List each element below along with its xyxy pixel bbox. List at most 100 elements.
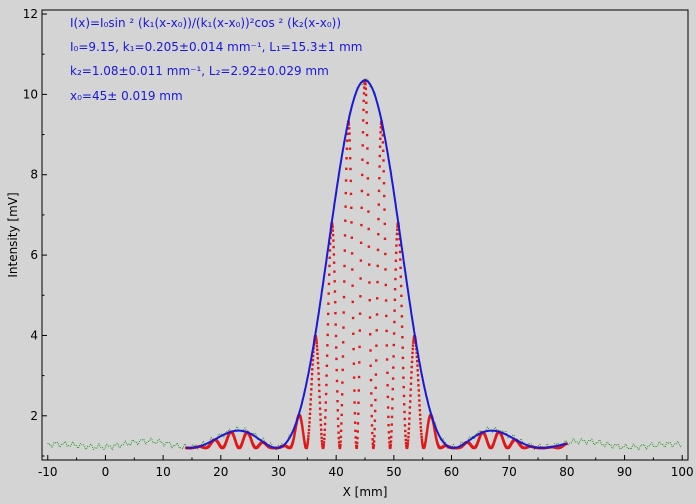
red-point <box>378 165 381 168</box>
red-point <box>418 409 421 412</box>
red-point <box>369 364 372 367</box>
red-point <box>404 434 407 437</box>
red-point <box>383 194 386 198</box>
red-point <box>372 446 375 449</box>
red-point <box>323 428 326 431</box>
red-point <box>351 268 354 271</box>
red-point <box>402 376 405 379</box>
red-point <box>370 404 373 407</box>
annotation-params-3: x₀=45± 0.019 mm <box>70 89 183 103</box>
red-point <box>409 400 412 403</box>
red-point <box>323 422 327 426</box>
red-point <box>294 425 298 428</box>
red-point <box>394 259 398 262</box>
red-point <box>382 170 385 173</box>
red-point <box>315 342 318 345</box>
red-point <box>403 410 406 414</box>
red-point <box>368 263 371 266</box>
x-tick-label: 100 <box>671 465 694 479</box>
red-point <box>309 398 312 401</box>
red-point <box>293 435 296 438</box>
red-point <box>419 418 422 421</box>
red-point <box>345 157 348 160</box>
red-point <box>353 412 357 415</box>
red-point <box>395 238 398 241</box>
red-point <box>339 435 343 439</box>
red-point <box>354 421 357 424</box>
red-point <box>294 429 297 432</box>
red-point <box>401 346 404 349</box>
red-point <box>381 134 384 137</box>
red-point <box>360 189 364 193</box>
red-point <box>292 436 296 439</box>
red-point <box>385 358 389 361</box>
red-point <box>322 445 325 448</box>
red-point <box>369 378 373 382</box>
red-point <box>352 347 355 351</box>
red-point <box>384 283 387 287</box>
red-point <box>315 337 318 340</box>
red-point <box>301 430 305 433</box>
red-point <box>310 377 313 381</box>
y-tick-label: 2 <box>30 409 38 423</box>
red-point <box>359 259 363 262</box>
annotation-params-1: I₀=9.15, k₁=0.205±0.014 mm⁻¹, L₁=15.3±1 … <box>70 40 362 54</box>
red-point <box>345 139 349 142</box>
red-point <box>384 268 387 271</box>
red-point <box>336 390 339 393</box>
red-point <box>390 415 394 419</box>
red-point <box>427 419 430 423</box>
red-point <box>353 401 356 404</box>
red-point <box>317 383 321 387</box>
red-point <box>311 368 314 371</box>
red-point <box>434 432 437 435</box>
red-point <box>395 251 398 254</box>
red-point <box>416 374 420 377</box>
red-point <box>319 413 322 416</box>
red-point <box>332 239 335 242</box>
red-point <box>407 432 410 435</box>
red-point <box>426 428 429 431</box>
red-point <box>350 236 353 239</box>
red-point <box>408 422 411 426</box>
red-point <box>387 424 390 427</box>
red-point <box>419 426 422 429</box>
red-point <box>395 232 399 236</box>
red-point <box>426 426 429 429</box>
red-point <box>410 376 413 380</box>
red-point <box>418 404 421 407</box>
red-point <box>421 442 424 445</box>
red-point <box>338 446 342 449</box>
red-point <box>331 229 334 232</box>
red-point <box>294 428 297 431</box>
red-point <box>328 264 331 268</box>
red-point <box>412 341 415 344</box>
red-point <box>386 406 390 409</box>
red-point <box>382 149 385 152</box>
red-point <box>347 123 351 126</box>
red-point <box>379 126 383 129</box>
red-point <box>310 383 313 386</box>
red-point <box>402 394 406 398</box>
red-point <box>393 320 396 324</box>
red-point <box>325 374 328 377</box>
red-point <box>318 407 322 410</box>
red-point <box>391 407 394 410</box>
red-point <box>307 432 310 435</box>
red-point <box>354 429 357 432</box>
red-point <box>405 444 408 447</box>
red-point <box>341 368 344 372</box>
red-point <box>333 270 336 273</box>
red-point <box>370 424 374 427</box>
red-point <box>393 298 397 301</box>
red-point <box>369 349 372 352</box>
red-point <box>408 406 412 409</box>
red-point <box>323 433 326 436</box>
red-point <box>389 440 393 443</box>
red-point <box>308 425 311 428</box>
red-point <box>410 360 414 364</box>
red-point <box>409 394 412 397</box>
red-point <box>416 359 419 363</box>
red-point <box>352 362 356 365</box>
red-point <box>327 292 330 295</box>
